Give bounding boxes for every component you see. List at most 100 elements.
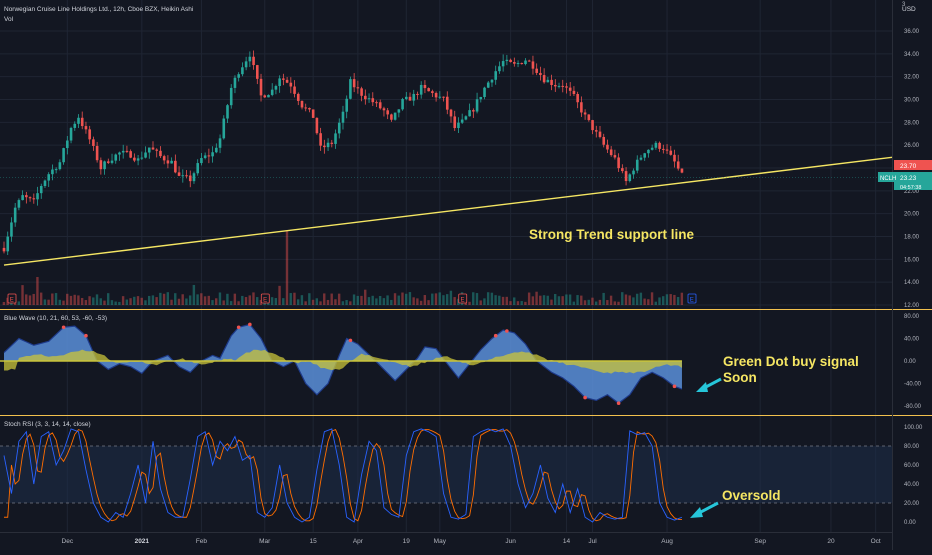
stoch-tick-label: 80.00	[904, 444, 920, 450]
currency-label[interactable]: USD	[902, 6, 916, 13]
candle-body	[498, 66, 501, 72]
volume-bar	[300, 295, 304, 305]
candle-body	[136, 158, 140, 161]
volume-bar	[643, 298, 646, 305]
candle-body	[542, 75, 546, 83]
candle-body	[92, 139, 95, 146]
volume-bar	[360, 295, 363, 305]
volume-bar	[531, 296, 535, 305]
candle-body	[95, 145, 99, 161]
candle-body	[364, 95, 367, 100]
candle-body	[319, 133, 322, 146]
candle-body	[501, 61, 505, 67]
volume-bar	[658, 297, 661, 305]
time-tick-label: Jul	[588, 538, 597, 545]
candle-body	[293, 86, 296, 94]
price-tick-label: 36.00	[904, 29, 920, 35]
volume-bar	[103, 300, 106, 305]
price-axis[interactable]: 80.00 40.00 0.00 -40.00 -80.00 100.00 80.00 60.…	[904, 29, 923, 526]
volume-bar	[371, 295, 374, 305]
volume-bar	[568, 294, 572, 305]
volume-bar	[237, 301, 240, 305]
volume-bar	[278, 285, 281, 305]
wave-tick-label: 40.00	[904, 337, 920, 343]
wave-red-dot	[583, 395, 587, 400]
volume-bar	[319, 301, 322, 305]
stoch-tick-label: 60.00	[904, 463, 920, 469]
oversold-annotation: Oversold	[722, 488, 781, 503]
volume-bar	[505, 296, 508, 305]
candle-body	[196, 163, 199, 174]
candle-body	[621, 168, 624, 172]
earnings-marker	[7, 293, 17, 304]
candle-body	[270, 89, 274, 95]
volume-bar	[274, 298, 278, 305]
candle-body	[624, 171, 628, 182]
candle-body	[393, 112, 397, 120]
time-axis[interactable]: Dec 2021 Feb Mar 15 Apr 19 May Jun 14 Jul Aug Sep 20 O…	[62, 538, 881, 545]
candle-body	[349, 79, 352, 99]
candle-body	[457, 122, 460, 129]
price-tick-label: 14.00	[904, 280, 920, 286]
volume-bar	[472, 292, 475, 305]
volume-bar	[635, 293, 639, 305]
volume-bar	[609, 295, 613, 305]
time-tick-label: May	[434, 538, 447, 545]
candle-body	[486, 82, 490, 88]
volume-bar	[289, 293, 292, 305]
volume-bar	[442, 295, 445, 305]
candle-body	[21, 195, 24, 201]
volume-bar	[647, 299, 650, 305]
volume-bar	[486, 292, 490, 305]
volume-bar	[431, 293, 434, 305]
wave-red-dot	[616, 401, 621, 405]
volume-bar	[129, 298, 132, 305]
volume-bar	[39, 292, 43, 305]
candle-body	[613, 155, 617, 158]
earnings-marker	[687, 293, 697, 304]
candle-body	[241, 67, 244, 75]
candle-body	[442, 96, 445, 98]
candle-body	[259, 78, 263, 96]
volume-bar	[259, 299, 263, 305]
support-trendline[interactable]	[3, 156, 893, 266]
candle-body	[337, 122, 341, 134]
volume-bar	[47, 299, 50, 305]
volume-bar	[580, 295, 583, 305]
volume-bar	[170, 299, 173, 305]
time-tick-label: Apr	[353, 538, 364, 545]
candle-body	[598, 131, 602, 137]
candle-body	[147, 147, 151, 153]
candle-body	[10, 222, 13, 237]
candle-body	[635, 159, 639, 171]
candle-body	[144, 152, 147, 158]
candle-body	[177, 172, 181, 176]
price-tick-label: 30.00	[904, 98, 920, 104]
candle-body	[244, 61, 248, 68]
candle-body	[472, 110, 475, 112]
volume-bar	[587, 299, 590, 305]
candle-body	[151, 147, 155, 150]
volume-bar	[311, 299, 315, 305]
volume-bar	[501, 296, 505, 305]
buy-signal-annotation-line2: Soon	[723, 370, 757, 385]
candle-body	[304, 107, 308, 109]
candle-body	[382, 108, 386, 111]
earnings-marker-label: E	[690, 298, 694, 304]
volume-bar	[594, 301, 598, 305]
candle-body	[77, 117, 80, 124]
candle-body	[535, 68, 538, 73]
volume-bar	[665, 294, 669, 305]
candle-body	[66, 140, 69, 149]
candles[interactable]	[2, 50, 684, 255]
volume-bar	[423, 295, 427, 305]
candle-body	[211, 152, 214, 157]
volume-bar	[513, 297, 516, 305]
stoch-d-line	[4, 429, 682, 522]
candle-body	[13, 207, 17, 223]
volume-bar	[330, 293, 333, 305]
candle-body	[218, 138, 222, 148]
volume-bar	[520, 301, 523, 305]
candle-body	[114, 154, 118, 161]
